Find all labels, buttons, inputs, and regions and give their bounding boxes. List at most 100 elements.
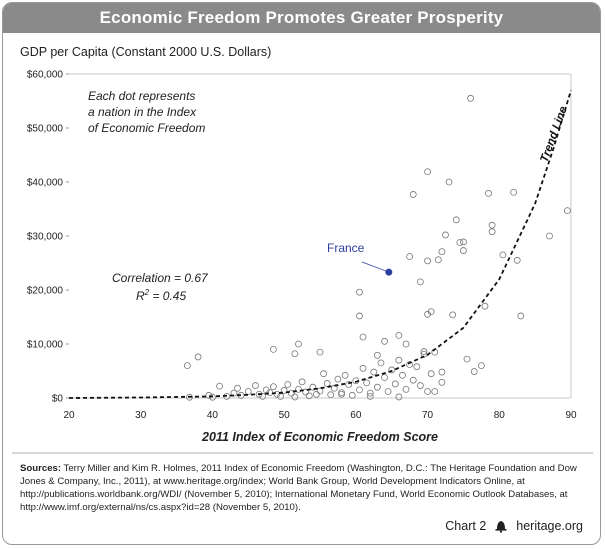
r-squared-base: R — [136, 289, 145, 303]
data-point — [381, 337, 388, 345]
data-point — [309, 383, 317, 391]
r-squared-superscript: 2 — [144, 288, 150, 297]
data-point — [438, 368, 446, 376]
data-point — [481, 302, 489, 310]
site-name[interactable]: heritage.org — [516, 519, 583, 533]
chart-title: Economic Freedom Promotes Greater Prospe… — [99, 8, 504, 27]
data-point — [244, 388, 252, 395]
chart-frame: Economic Freedom Promotes Greater Prospe… — [2, 2, 601, 545]
data-point — [280, 387, 288, 394]
data-point — [424, 257, 431, 265]
data-point — [449, 311, 457, 319]
data-point — [345, 381, 353, 388]
data-point — [338, 390, 345, 398]
data-point — [287, 389, 295, 397]
data-point — [416, 278, 424, 286]
data-point — [370, 368, 378, 376]
data-point — [513, 256, 521, 264]
data-point — [438, 378, 446, 386]
data-point — [291, 393, 299, 401]
x-tick-label: 80 — [494, 410, 506, 421]
data-point — [424, 168, 431, 176]
data-point — [546, 232, 553, 240]
data-point — [438, 248, 446, 256]
annotation-line-1: Each dot represents — [88, 89, 195, 103]
x-tick-label: 50 — [279, 410, 291, 421]
data-point — [363, 379, 371, 387]
data-point — [488, 221, 496, 229]
data-point — [510, 188, 518, 196]
data-point — [467, 94, 475, 102]
data-point — [416, 382, 424, 389]
annotation-line-2: a nation in the Index — [88, 105, 197, 119]
data-point — [341, 371, 349, 379]
data-point — [338, 389, 345, 397]
data-point — [205, 391, 213, 399]
trend-line-label: Trend Line — [539, 104, 571, 164]
sources-label: Sources: — [20, 463, 62, 474]
data-point — [194, 353, 202, 361]
data-point — [323, 380, 331, 387]
data-point — [373, 351, 381, 359]
data-point — [302, 388, 310, 396]
highlight-label-france: France — [327, 241, 365, 255]
data-point — [334, 375, 342, 383]
data-point — [460, 247, 467, 254]
data-point — [295, 385, 302, 393]
data-point — [356, 386, 363, 394]
data-point — [564, 207, 571, 215]
data-point — [377, 359, 385, 367]
data-point — [259, 392, 267, 400]
data-point — [406, 361, 414, 368]
data-point — [402, 340, 410, 348]
data-point — [434, 256, 442, 264]
annotation-line-3: of Economic Freedom — [88, 121, 205, 135]
chart-number: Chart 2 — [445, 519, 487, 533]
data-point — [327, 391, 335, 399]
data-point — [395, 393, 403, 401]
data-point — [517, 312, 525, 320]
data-point — [402, 385, 410, 393]
data-point — [313, 390, 320, 398]
y-tick-label: $10,000 — [27, 340, 64, 351]
x-axis-label: 2011 Index of Economic Freedom Score — [201, 430, 438, 444]
data-point — [395, 331, 403, 339]
x-tick-label: 90 — [565, 410, 577, 421]
data-point — [186, 393, 193, 401]
y-axis-label: GDP per Capita (Constant 2000 U.S. Dolla… — [20, 45, 271, 59]
data-point — [359, 333, 367, 341]
data-point — [305, 392, 313, 400]
data-point — [384, 388, 392, 395]
data-point — [348, 391, 356, 399]
data-point — [391, 380, 399, 388]
data-point — [359, 364, 367, 372]
data-point — [409, 376, 417, 384]
title-bar: Economic Freedom Promotes Greater Prospe… — [3, 3, 600, 33]
y-tick-label: $40,000 — [27, 178, 64, 189]
r-squared-value: = 0.45 — [149, 289, 186, 303]
data-point — [485, 189, 492, 197]
data-point — [409, 191, 417, 198]
data-point — [399, 371, 406, 379]
data-point — [381, 374, 388, 381]
data-point — [431, 388, 439, 395]
x-tick-label: 70 — [422, 410, 434, 421]
data-point — [366, 392, 374, 400]
footer: Chart 2 heritage.org — [445, 519, 583, 533]
data-point — [366, 389, 374, 397]
data-point — [316, 387, 324, 395]
plot-area — [69, 73, 572, 399]
data-point — [295, 340, 302, 348]
data-point — [183, 362, 191, 370]
data-point — [420, 348, 428, 355]
liberty-bell-icon — [495, 521, 507, 533]
data-point — [456, 239, 464, 246]
y-tick-label: $60,000 — [27, 70, 64, 81]
data-point — [463, 355, 471, 363]
data-point — [216, 382, 224, 390]
data-point — [499, 251, 507, 259]
data-point — [488, 228, 496, 236]
data-point — [452, 216, 460, 224]
data-point — [234, 384, 241, 392]
